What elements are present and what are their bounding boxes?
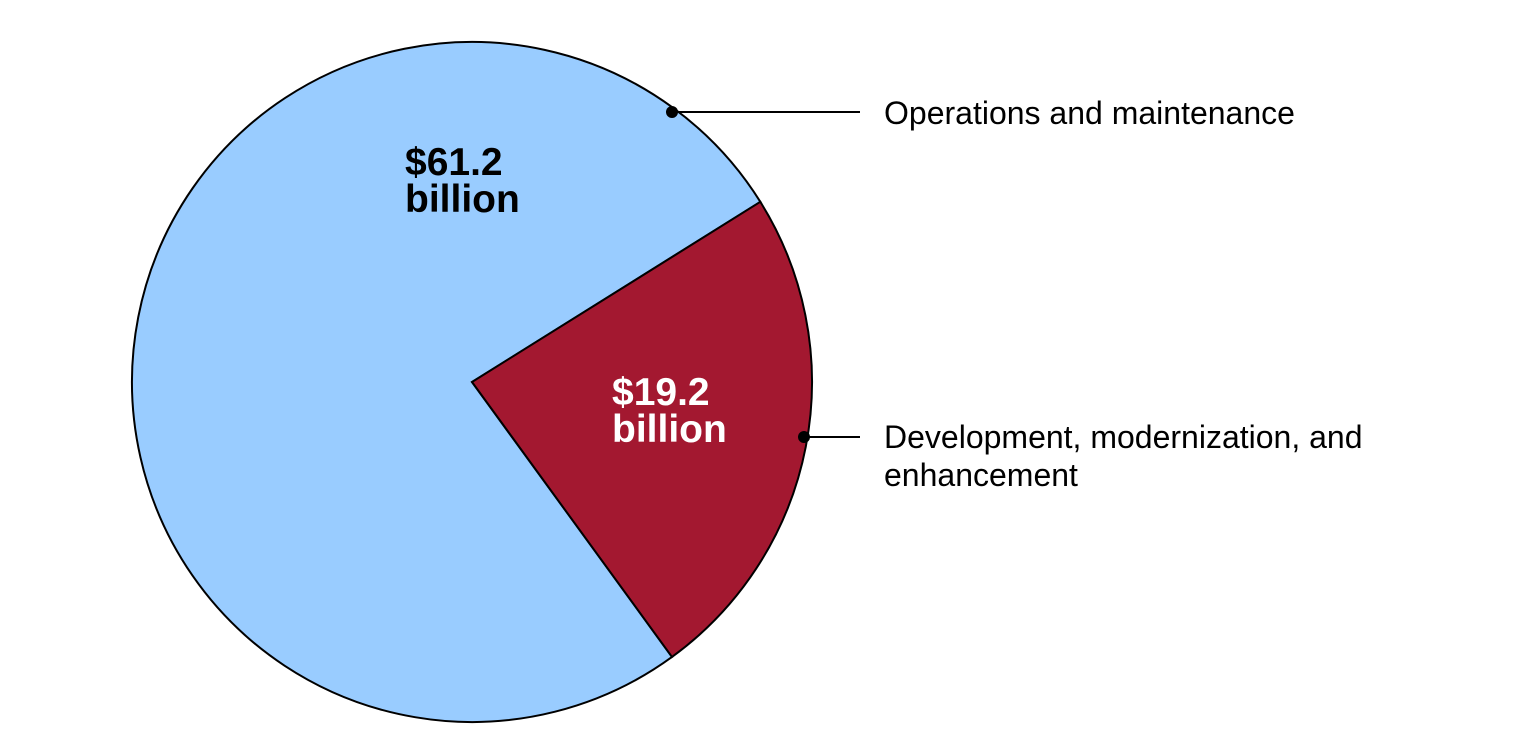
- pie-value-label-1: $19.2 billion: [612, 371, 727, 451]
- legend-label-1: Development, modernization, and enhanceme…: [884, 419, 1363, 493]
- pie-slices: [131, 41, 813, 723]
- legend-entry-0: Operations and maintenance: [666, 95, 1295, 131]
- legend-marker-dot-1: [798, 431, 810, 443]
- pie-slice-1: [470, 200, 813, 659]
- pie-legend: Operations and maintenance Development, m…: [666, 95, 1363, 493]
- pie-value-labels: $61.2 billion $19.2 billion: [405, 141, 727, 451]
- pie-value-label-0: $61.2 billion: [405, 141, 520, 221]
- pie-slice-0: [131, 41, 762, 723]
- legend-entry-1: Development, modernization, and enhanceme…: [798, 419, 1363, 493]
- legend-marker-dot-0: [666, 106, 678, 118]
- legend-label-0: Operations and maintenance: [884, 95, 1295, 131]
